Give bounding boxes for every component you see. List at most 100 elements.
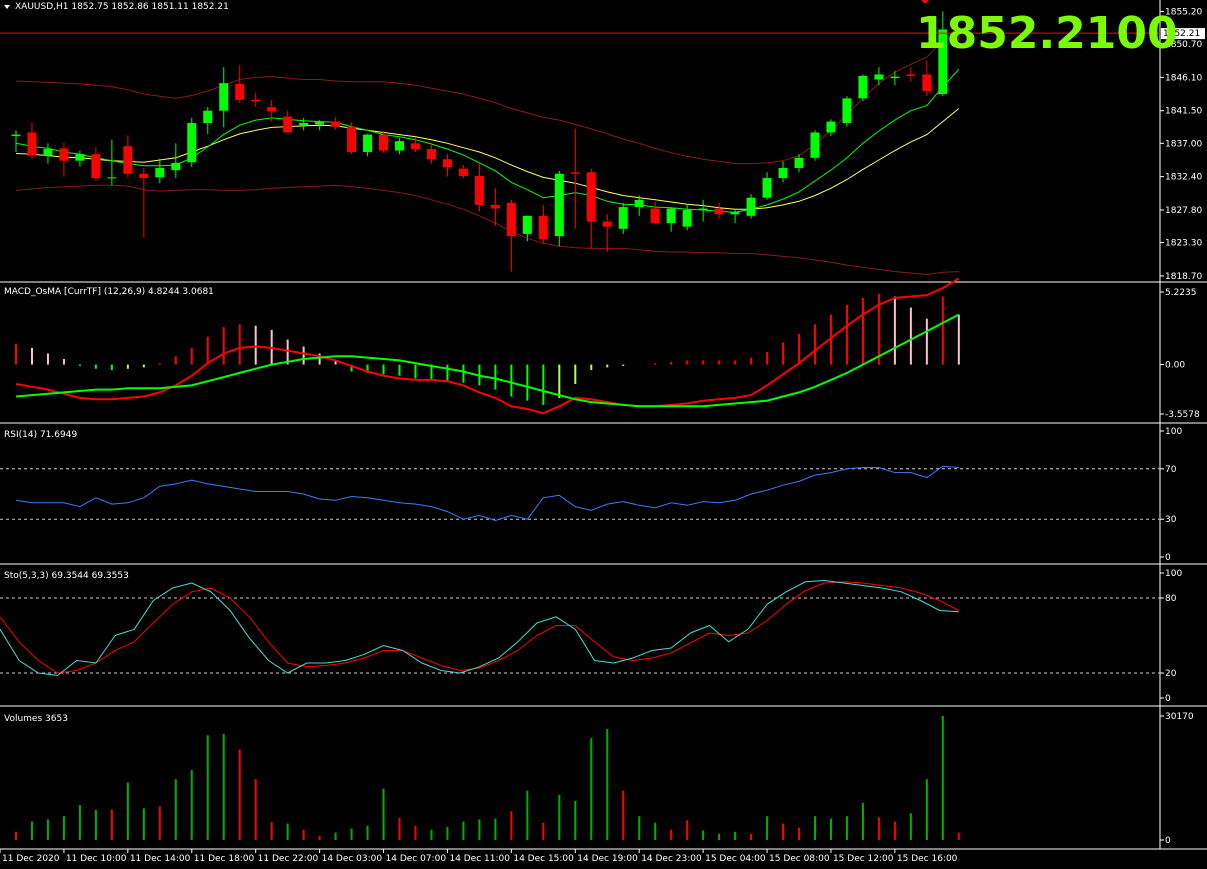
rsi-title: RSI(14) 71.6949 [4, 430, 77, 440]
bear-candle [714, 208, 724, 215]
bear-candle [27, 132, 37, 156]
volume-axis-tick-label: 30170 [1165, 712, 1194, 722]
rsi-axis-tick-label: 70 [1165, 465, 1177, 475]
bear-candle [379, 134, 389, 151]
price-axis-tick-label: 1823.30 [1165, 239, 1202, 249]
bear-candle [442, 159, 452, 168]
bull-candle [634, 199, 644, 208]
macd-axis-tick-label: 5.2235 [1165, 288, 1197, 298]
bull-candle [75, 154, 85, 161]
bear-candle [331, 121, 341, 127]
bull-candle [810, 132, 820, 158]
sto-axis-tick-label: 80 [1165, 594, 1177, 604]
bull-candle [107, 177, 117, 179]
time-label: 11 Dec 22:00 [258, 854, 319, 864]
big-price: 1852.2100 [916, 8, 1178, 59]
bull-candle [315, 121, 325, 125]
bear-candle [91, 154, 101, 179]
bear-candle [954, 29, 964, 34]
bull-candle [395, 141, 405, 151]
time-label: 11 Dec 18:00 [194, 854, 255, 864]
symbol-menu-arrow-icon[interactable] [4, 5, 10, 9]
bull-candle [874, 74, 884, 80]
bull-candle [858, 75, 868, 99]
time-label: 15 Dec 12:00 [833, 854, 894, 864]
time-label: 14 Dec 15:00 [513, 854, 574, 864]
bull-candle [698, 208, 708, 210]
bear-candle [411, 143, 420, 150]
bull-candle [666, 208, 676, 224]
candles [0, 11, 1160, 272]
bollinger-lower-line [15, 184, 959, 276]
bull-candle [730, 212, 740, 215]
sell-arrow-icon [921, 0, 929, 4]
bear-candle [347, 126, 357, 153]
bear-candle [506, 202, 516, 237]
bollinger-bands [15, 26, 960, 276]
sto-axis-tick-label: 100 [1165, 569, 1182, 579]
bull-candle [618, 207, 628, 229]
time-label: 14 Dec 07:00 [386, 854, 447, 864]
bull-candle [171, 162, 181, 171]
time-label: 15 Dec 16:00 [897, 854, 958, 864]
bear-candle [458, 168, 468, 176]
bear-candle [922, 74, 932, 92]
bear-candle [139, 173, 149, 179]
ma-slow-line [15, 108, 960, 210]
current-price-tag [1161, 28, 1205, 40]
bear-candle [251, 99, 261, 102]
time-label: 11 Dec 2020 [2, 854, 60, 864]
bear-candle [267, 107, 277, 112]
bull-candle [11, 134, 21, 137]
volume-axis-tick-label: 0 [1165, 836, 1171, 846]
stochastic-indicator: 100 80 20 0 [0, 569, 1182, 704]
time-label: 15 Dec 08:00 [769, 854, 830, 864]
time-label: 15 Dec 04:00 [705, 854, 766, 864]
time-label: 14 Dec 19:00 [577, 854, 638, 864]
bear-candle [490, 204, 500, 209]
time-axis: 11 Dec 2020 11 Dec 10:00 11 Dec 14:00 11 De… [0, 849, 958, 864]
macd-axis-tick-label: -3.5578 [1165, 410, 1200, 420]
sto-signal-line [0, 581, 960, 674]
bear-candle [283, 116, 293, 133]
bull-candle [762, 178, 772, 198]
sto-main-line [0, 579, 959, 677]
bull-candle [746, 197, 756, 216]
bull-candle [43, 149, 53, 156]
bull-candle [778, 167, 788, 179]
bear-candle [59, 148, 69, 161]
rsi-axis-tick-label: 30 [1165, 515, 1177, 525]
bear-candle [426, 149, 436, 160]
bear-candle [906, 74, 916, 76]
price-y-axis: 1855.20 1850.70 1846.10 1841.50 1837.00 1832.… [1160, 7, 1205, 282]
bull-candle [826, 121, 836, 133]
symbol-info: XAUUSD,H1 1852.75 1852.86 1851.11 1852.2… [15, 2, 229, 12]
bull-candle [299, 123, 309, 126]
bull-candle [522, 215, 532, 234]
time-label: 14 Dec 03:00 [322, 854, 383, 864]
bull-candle [842, 98, 852, 124]
price-axis-tick-label: 1846.10 [1165, 73, 1202, 83]
price-axis-tick-label: 1832.40 [1165, 173, 1202, 183]
rsi-axis-tick-label: 0 [1165, 553, 1171, 563]
bear-candle [650, 208, 660, 224]
bull-candle [203, 110, 213, 124]
time-label: 11 Dec 14:00 [130, 854, 191, 864]
sto-axis-tick-label: 20 [1165, 669, 1177, 679]
rsi-line [15, 465, 959, 522]
sto-title: Sto(5,3,3) 69.3544 69.3553 [4, 571, 129, 581]
time-label: 14 Dec 23:00 [641, 854, 702, 864]
pane-frames [0, 0, 1207, 850]
price-axis-tick-label: 1837.00 [1165, 139, 1202, 149]
rsi-axis-tick-label: 100 [1165, 427, 1182, 437]
bull-candle [890, 76, 900, 79]
price-axis-tick-label: 1818.70 [1165, 272, 1202, 282]
price-axis-tick-label: 1841.50 [1165, 107, 1202, 117]
bear-candle [123, 146, 133, 174]
bear-candle [235, 83, 245, 100]
price-axis-tick-label: 1855.20 [1165, 7, 1202, 17]
time-label: 14 Dec 11:00 [449, 854, 510, 864]
bull-candle [187, 123, 197, 163]
